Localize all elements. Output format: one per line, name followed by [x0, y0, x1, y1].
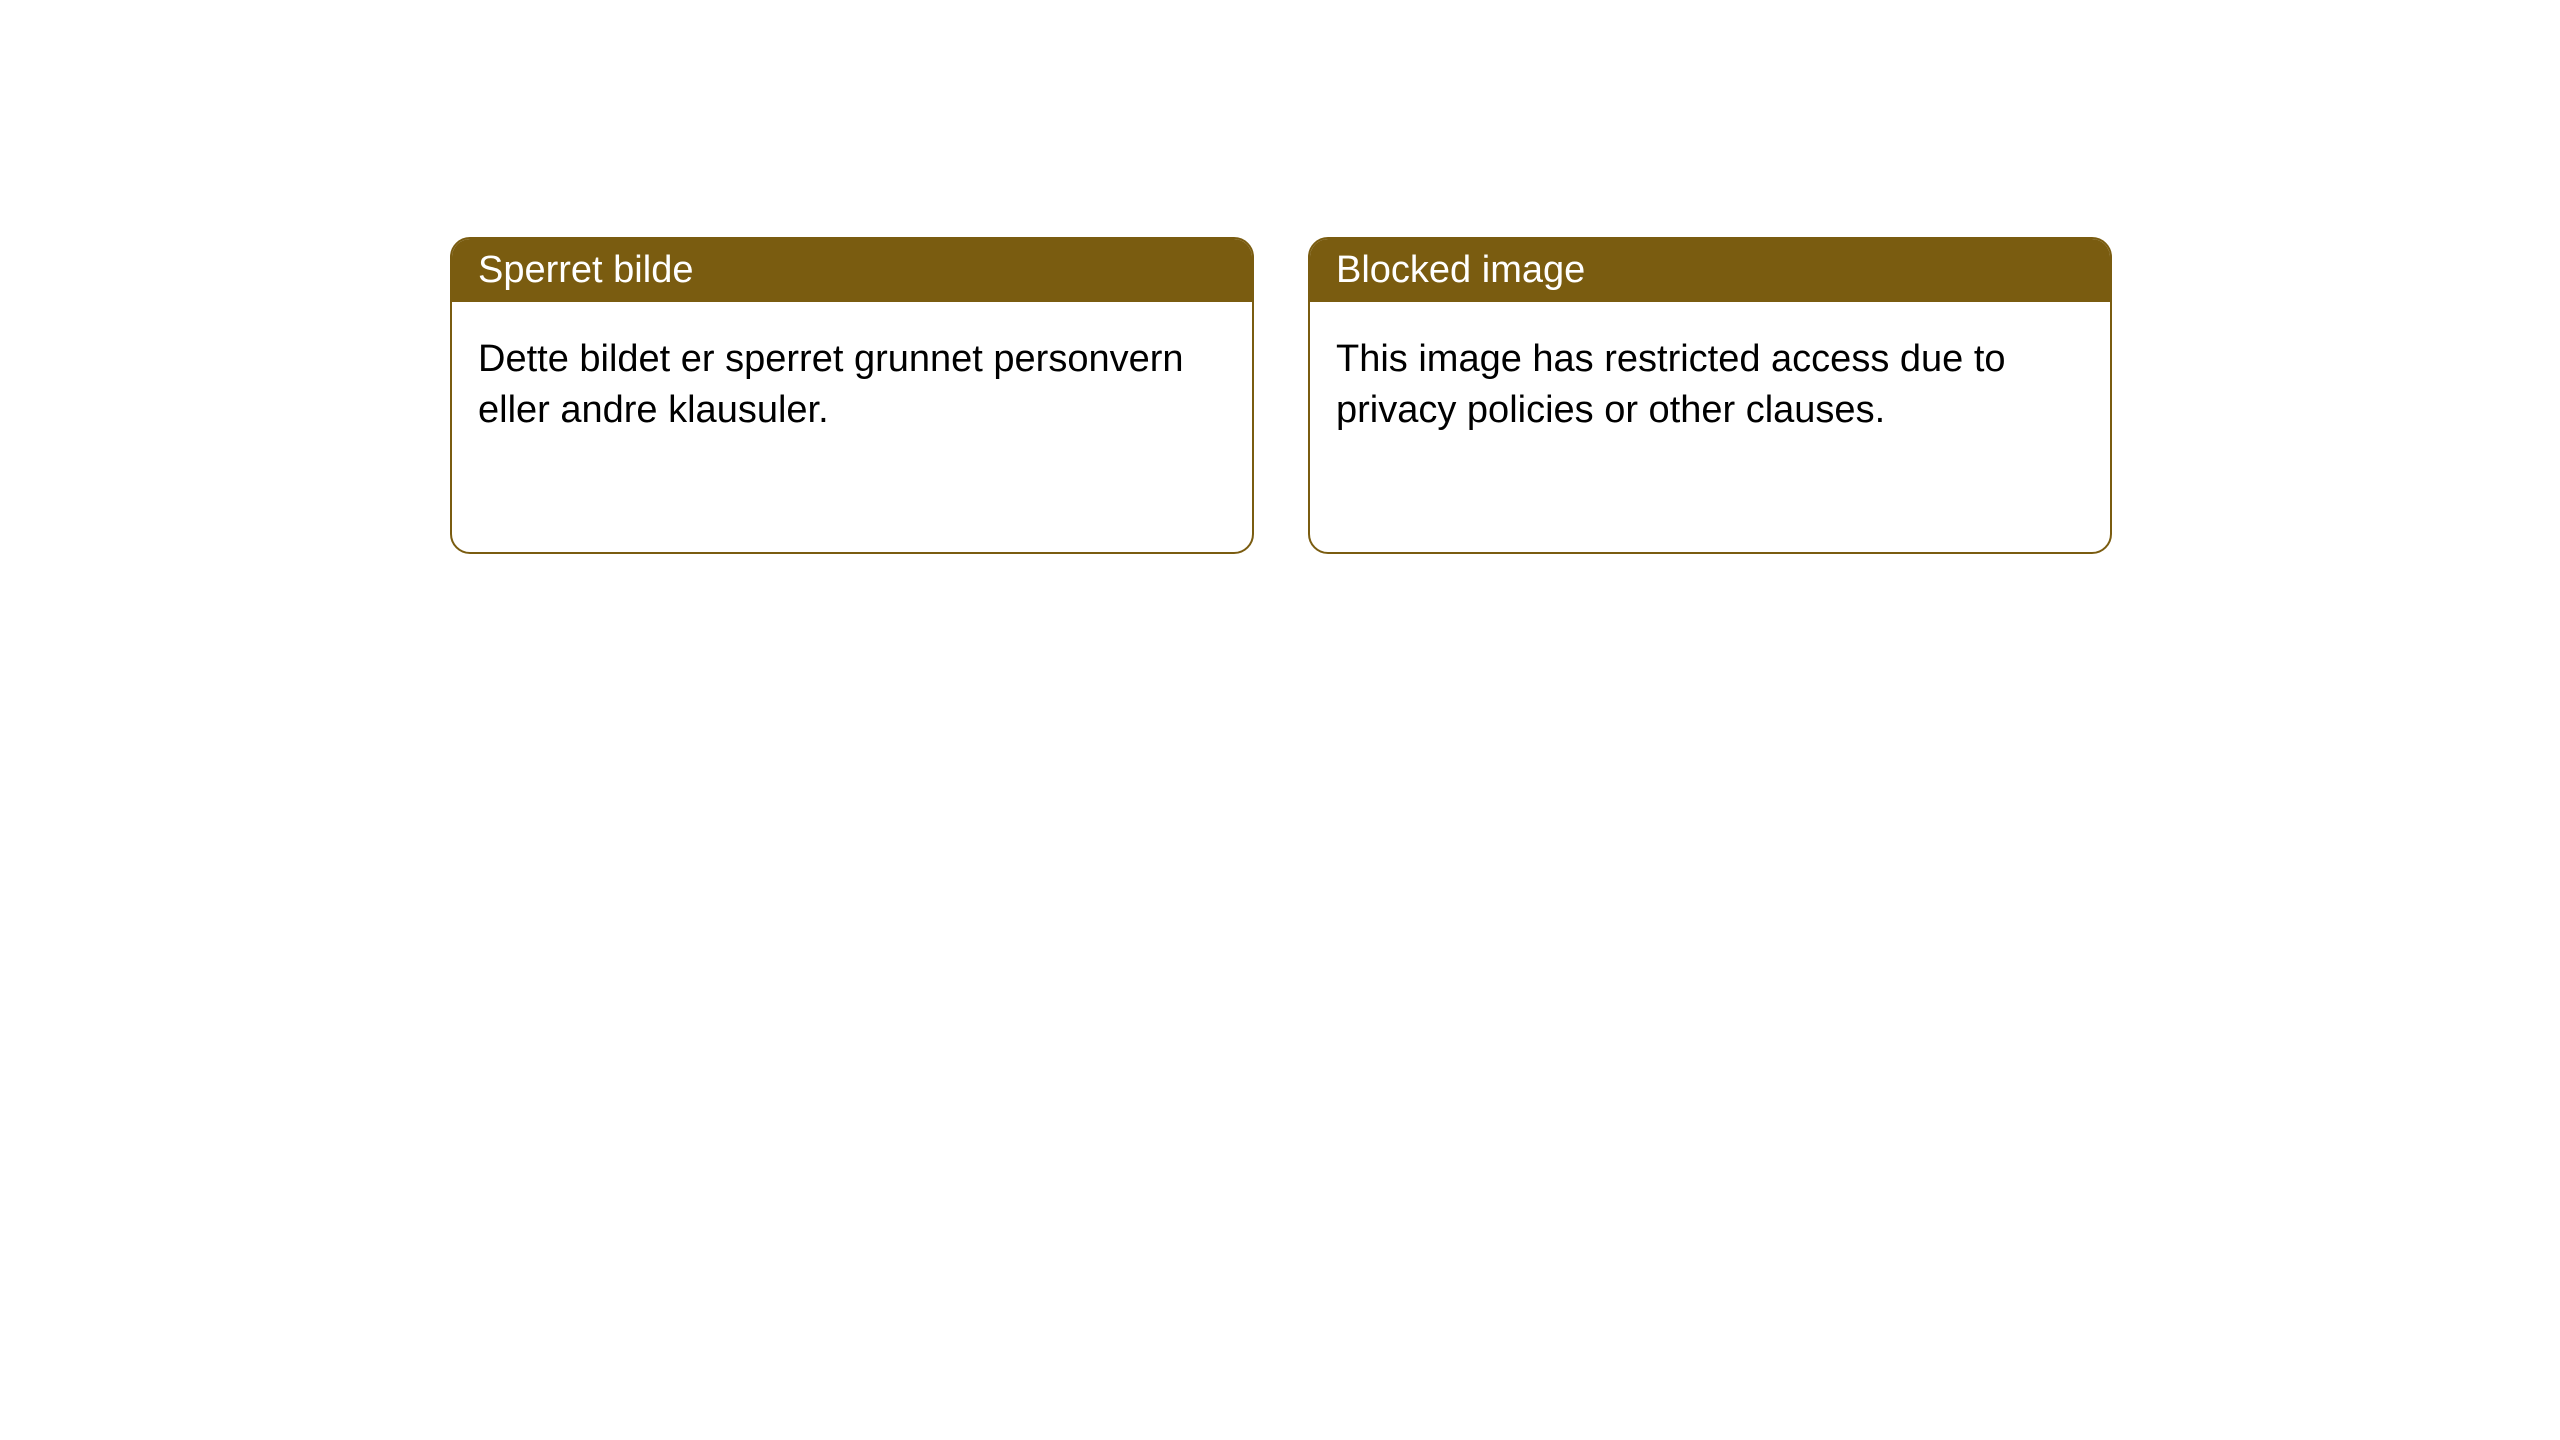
notice-body: Dette bildet er sperret grunnet personve… [452, 302, 1252, 552]
notice-text: Dette bildet er sperret grunnet personve… [478, 338, 1184, 431]
notice-container: Sperret bilde Dette bildet er sperret gr… [450, 237, 2112, 554]
notice-text: This image has restricted access due to … [1336, 338, 2006, 431]
notice-header: Sperret bilde [452, 239, 1252, 302]
notice-body: This image has restricted access due to … [1310, 302, 2110, 552]
notice-card-norwegian: Sperret bilde Dette bildet er sperret gr… [450, 237, 1254, 554]
notice-card-english: Blocked image This image has restricted … [1308, 237, 2112, 554]
notice-title: Sperret bilde [478, 249, 693, 291]
notice-title: Blocked image [1336, 249, 1585, 291]
notice-header: Blocked image [1310, 239, 2110, 302]
